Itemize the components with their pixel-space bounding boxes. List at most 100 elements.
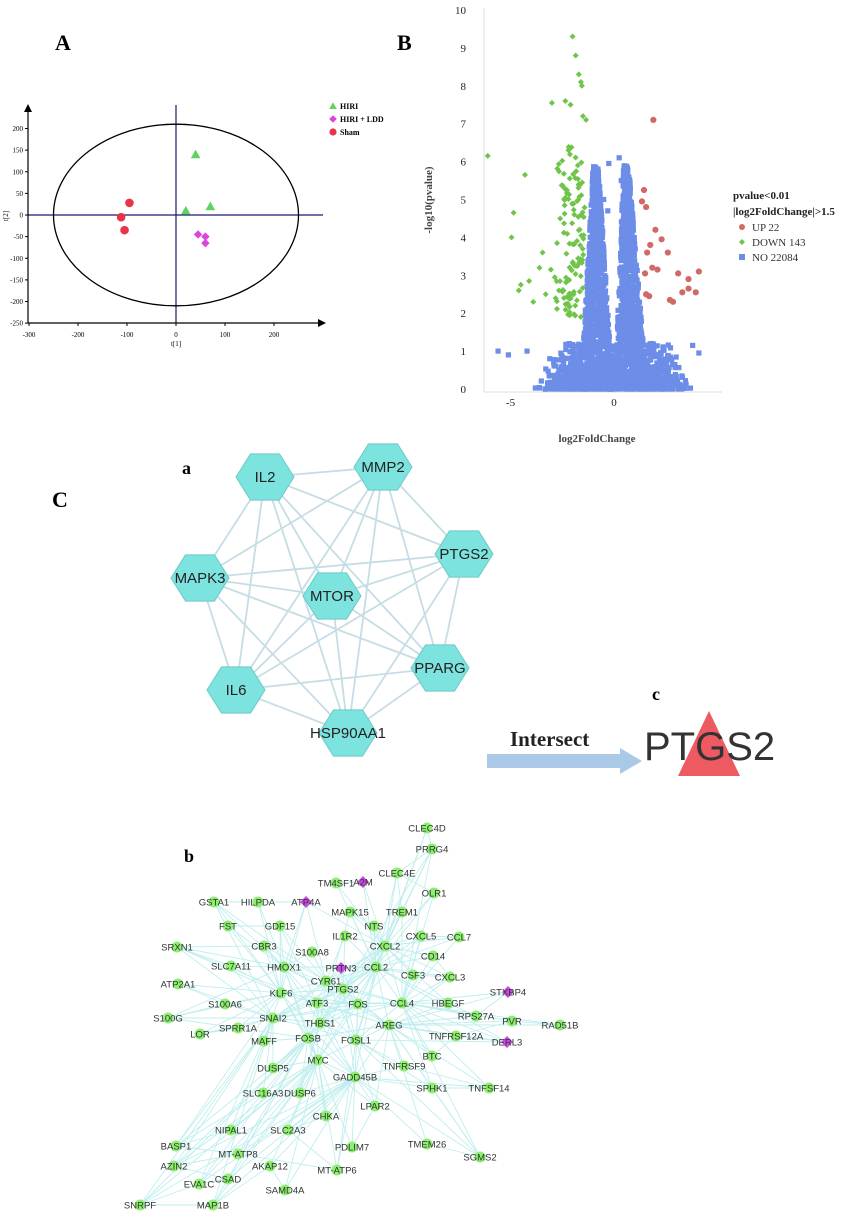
deg-node (172, 978, 184, 990)
deg-node-label: MAPK15 (331, 908, 369, 919)
deg-network-edge (263, 1037, 309, 1042)
volcano-no-point (599, 367, 605, 373)
volcano-no-point (638, 349, 645, 356)
volcano-no-point (622, 186, 628, 193)
volcano-no-point (571, 363, 577, 369)
deg-network-edge (176, 946, 232, 967)
volcano-no-point (566, 340, 572, 347)
volcano-up-point (679, 289, 686, 296)
volcano-no-point (599, 267, 605, 273)
volcano-no-point (619, 295, 625, 301)
volcano-no-point (589, 263, 595, 270)
volcano-no-point (612, 383, 618, 389)
volcano-no-point (640, 337, 646, 344)
pca-xtick-label: 0 (174, 331, 178, 339)
volcano-no-point (586, 286, 592, 292)
volcano-up-point (649, 264, 656, 271)
volcano-ytick-label: 10 (455, 5, 467, 17)
volcano-no-point (606, 160, 612, 167)
pca-xtick-label: -200 (72, 331, 85, 339)
volcano-no-point (601, 196, 607, 203)
volcano-no-point (629, 264, 636, 270)
volcano-no-point (625, 194, 631, 201)
volcano-no-point (616, 289, 622, 295)
hub-network-edge (235, 476, 266, 691)
deg-node-label: CXCL5 (406, 932, 437, 943)
volcano-no-point (597, 323, 603, 330)
deg-node-label: MAFF (251, 1037, 277, 1048)
volcano-no-point (563, 355, 569, 362)
volcano-down-point (570, 206, 577, 213)
deg-node (470, 1010, 482, 1022)
volcano-no-point (624, 210, 630, 216)
volcano-no-point (591, 199, 598, 205)
volcano-no-point (617, 368, 623, 374)
volcano-no-point (602, 306, 608, 313)
deg-network-edge (175, 1037, 309, 1147)
panel-letter-sub-c: c (652, 684, 660, 704)
volcano-no-point (592, 376, 598, 382)
deg-network-edge (375, 935, 422, 968)
deg-node-highlight (501, 1036, 513, 1048)
volcano-no-point (648, 373, 654, 379)
volcano-no-point (672, 362, 678, 368)
volcano-down-point (530, 298, 537, 305)
volcano-no-point (599, 262, 605, 269)
volcano-no-point (590, 308, 596, 314)
volcano-down-point (579, 209, 586, 216)
deg-node-label: GADD45B (333, 1073, 377, 1084)
deg-network-edge (325, 935, 346, 982)
volcano-no-point (571, 374, 578, 381)
volcano-down-point (553, 305, 560, 312)
volcano-no-point (619, 308, 625, 314)
volcano-no-point (601, 259, 607, 266)
deg-network-edge (230, 1092, 264, 1131)
deg-node (407, 969, 419, 981)
deg-network-edge (272, 1003, 359, 1019)
volcano-no-point (570, 350, 576, 356)
deg-node-label: TNFRSF9 (383, 1062, 426, 1073)
volcano-no-point (644, 382, 650, 388)
deg-node (257, 1087, 269, 1099)
volcano-no-point (623, 319, 629, 325)
volcano-no-point (598, 380, 604, 386)
hub-node-hexagon (302, 572, 362, 620)
deg-node-label: CLEC4E (379, 869, 416, 880)
volcano-no-point (543, 366, 549, 372)
volcano-ytick-label: 2 (461, 308, 467, 320)
volcano-no-point (556, 367, 562, 373)
volcano-no-point (551, 357, 557, 363)
volcano-no-point (601, 313, 608, 319)
volcano-no-point (610, 347, 616, 353)
volcano-no-point (595, 194, 601, 200)
volcano-no-point (635, 345, 641, 351)
deg-node-label: CCL4 (390, 999, 414, 1010)
deg-network-edge (396, 848, 433, 874)
deg-network-edge (213, 901, 285, 968)
volcano-no-point (633, 383, 639, 389)
volcano-no-point (610, 371, 616, 378)
volcano-down-point (579, 113, 586, 120)
volcano-no-point (666, 374, 673, 380)
volcano-no-point (602, 342, 608, 349)
volcano-no-point (632, 278, 638, 284)
volcano-no-point (652, 364, 658, 370)
deg-node-label: CCL2 (364, 963, 388, 974)
volcano-down-point (557, 215, 564, 222)
volcano-no-point (620, 236, 626, 242)
volcano-no-point (538, 378, 544, 384)
volcano-no-point (617, 286, 623, 292)
volcano-no-point (588, 302, 595, 309)
volcano-down-point (561, 220, 568, 227)
deg-network-edge (401, 1002, 481, 1158)
volcano-no-point (593, 187, 599, 193)
volcano-down-point (575, 71, 582, 78)
volcano-legend-label: UP 22 (752, 222, 779, 234)
deg-network-edge (511, 1020, 561, 1026)
deg-network-edge (355, 1039, 405, 1067)
deg-network-edge (283, 966, 318, 1004)
pca-xtick-label: 200 (269, 331, 280, 339)
volcano-no-point (596, 374, 603, 380)
deg-node-highlight (335, 962, 347, 974)
